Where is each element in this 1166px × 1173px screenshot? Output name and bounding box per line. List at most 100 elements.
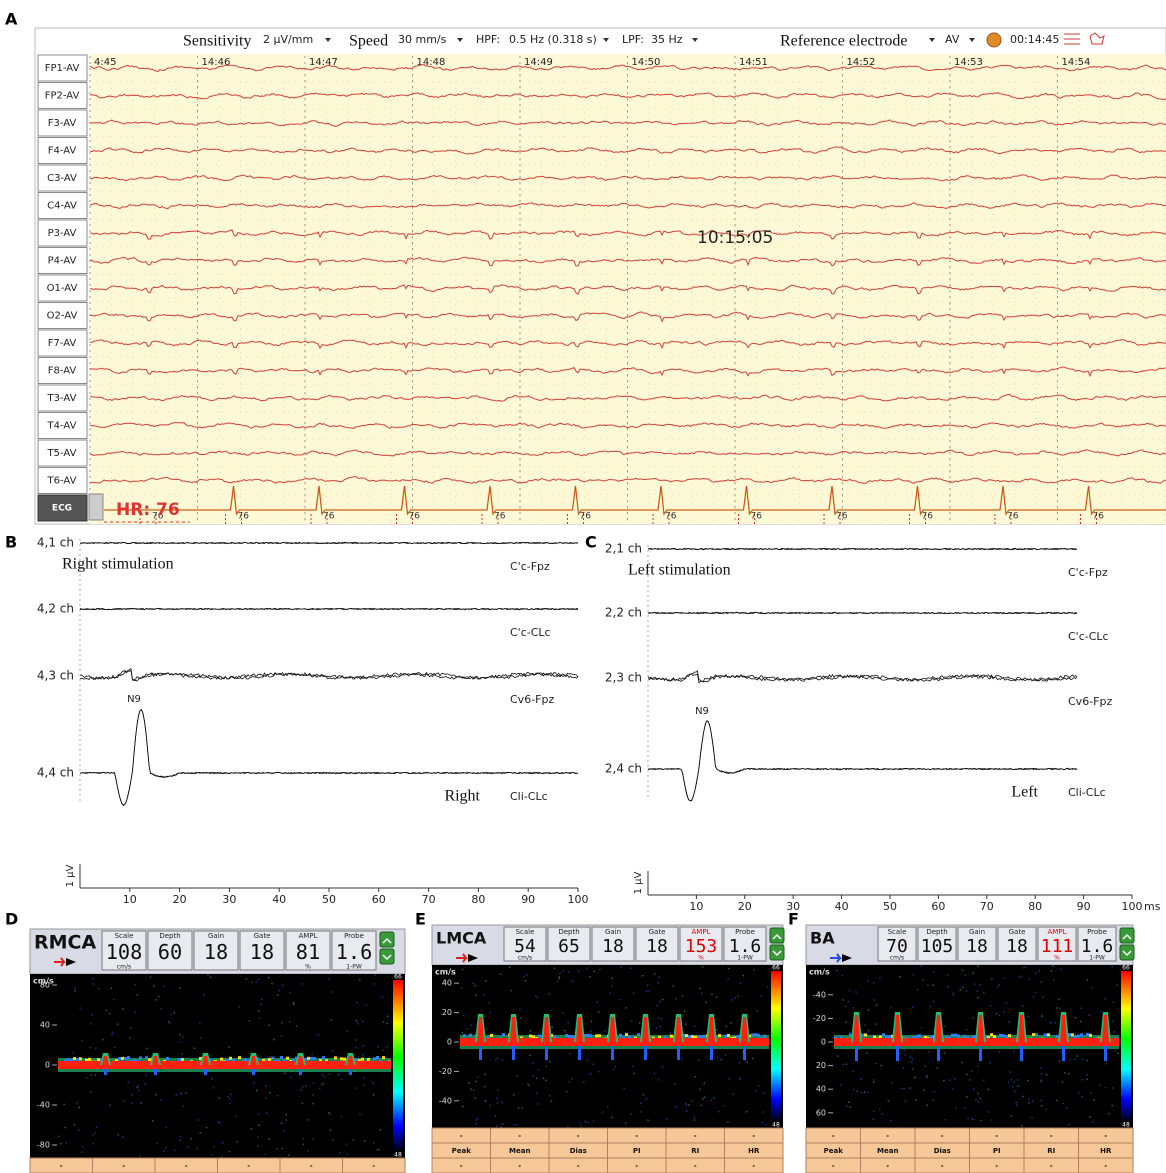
noise-speck [90,1023,92,1025]
noise-speck [312,1138,314,1140]
color-bar [771,971,781,1122]
noise-speck [701,966,704,968]
x-tick-label: 80 [471,893,485,906]
table-text: - [752,1132,755,1140]
baseline-speck [748,1034,751,1038]
noise-speck [264,1153,267,1155]
noise-speck [218,1097,220,1099]
noise-speck [550,1100,553,1103]
baseline-speck [340,1057,343,1061]
noise-speck [529,1030,532,1033]
noise-speck [583,1081,585,1083]
noise-speck [512,1094,515,1096]
field-cell [917,926,957,962]
field-unit: cm/s [890,955,904,962]
noise-speck [587,1121,590,1123]
field-label: Gate [254,932,271,940]
noise-speck [474,984,476,987]
noise-speck [959,989,961,991]
noise-speck [711,993,713,995]
noise-speck [229,1102,231,1105]
noise-speck [379,1129,382,1131]
channel-box [37,412,88,439]
baseline-speck [502,1033,505,1037]
noise-speck [257,1010,260,1012]
baseline-speck [178,1058,181,1062]
noise-speck [658,1017,660,1019]
noise-speck [260,1003,262,1006]
noise-speck [844,1005,847,1007]
noise-speck [1041,1014,1043,1017]
noise-speck [185,1092,187,1094]
noise-speck [1116,984,1118,986]
baseline-speck [232,1058,235,1062]
noise-speck [904,1100,907,1102]
noise-speck [927,984,929,986]
baseline-speck [1032,1033,1035,1037]
noise-speck [109,1104,111,1106]
field-value: 1.6 [1081,936,1114,957]
noise-speck [78,1129,80,1131]
baseline-speck [358,1059,361,1063]
baseline-speck [879,1035,882,1039]
channel-label: T5-AV [47,448,77,459]
noise-speck [102,1038,104,1041]
noise-speck [466,1028,469,1030]
noise-speck [63,1103,65,1106]
noise-speck [86,1077,88,1079]
noise-speck [601,1111,604,1113]
baseline-speck [963,1034,966,1038]
field-cell [147,930,193,971]
y-tick-label: 40 [40,1021,50,1030]
channel-box [37,247,88,274]
noise-speck [1059,1007,1061,1010]
noise-speck [590,1020,592,1023]
beat-label: 76 [836,512,848,522]
color-bar-max: 66 [394,974,402,981]
reverse-flicker [710,1046,713,1060]
noise-speck [756,1010,758,1012]
noise-speck [131,1102,133,1105]
noise-speck [355,1046,358,1049]
noise-speck [139,1155,141,1157]
noise-speck [558,977,560,980]
baseline-speck [319,1059,322,1063]
channel-box [37,384,88,412]
table-text: RI [691,1147,699,1155]
eeg-trace [89,339,1166,350]
table-text: HR [1100,1147,1112,1155]
field-unit: 1-PW [346,964,362,971]
baseline-speck [849,1033,852,1037]
noise-speck [261,998,263,1000]
noise-speck [173,1149,176,1152]
noise-speck [1050,970,1053,972]
field-label: Probe [735,928,755,936]
y-tick-label: 60 [816,1108,826,1117]
noise-speck [1017,1085,1019,1087]
field-unit: % [305,964,311,971]
montage-label: C'c-CLc [1068,630,1109,643]
montage-label: C'c-Fpz [510,560,550,573]
noise-speck [1081,1058,1084,1061]
color-bar-min: 48 [772,1122,780,1129]
scroll-button [1119,944,1135,961]
vessel-name: RMCA [34,932,96,954]
noise-speck [724,1054,727,1056]
field-value: 81 [296,940,320,964]
noise-speck [80,1039,83,1042]
reverse-flicker [611,1046,614,1060]
noise-speck [253,1082,255,1084]
noise-speck [551,1026,553,1028]
noise-speck [203,994,205,996]
field-unit: cm/s [518,955,532,962]
eeg-trace [89,202,1166,210]
noise-speck [134,983,136,986]
noise-speck [517,1107,520,1109]
noise-speck [739,982,742,984]
sep-trace [647,720,1078,802]
noise-speck [218,1122,221,1125]
baseline-speck [685,1034,688,1038]
noise-speck [699,987,701,990]
noise-speck [536,1077,538,1080]
baseline-speck [619,1033,622,1037]
